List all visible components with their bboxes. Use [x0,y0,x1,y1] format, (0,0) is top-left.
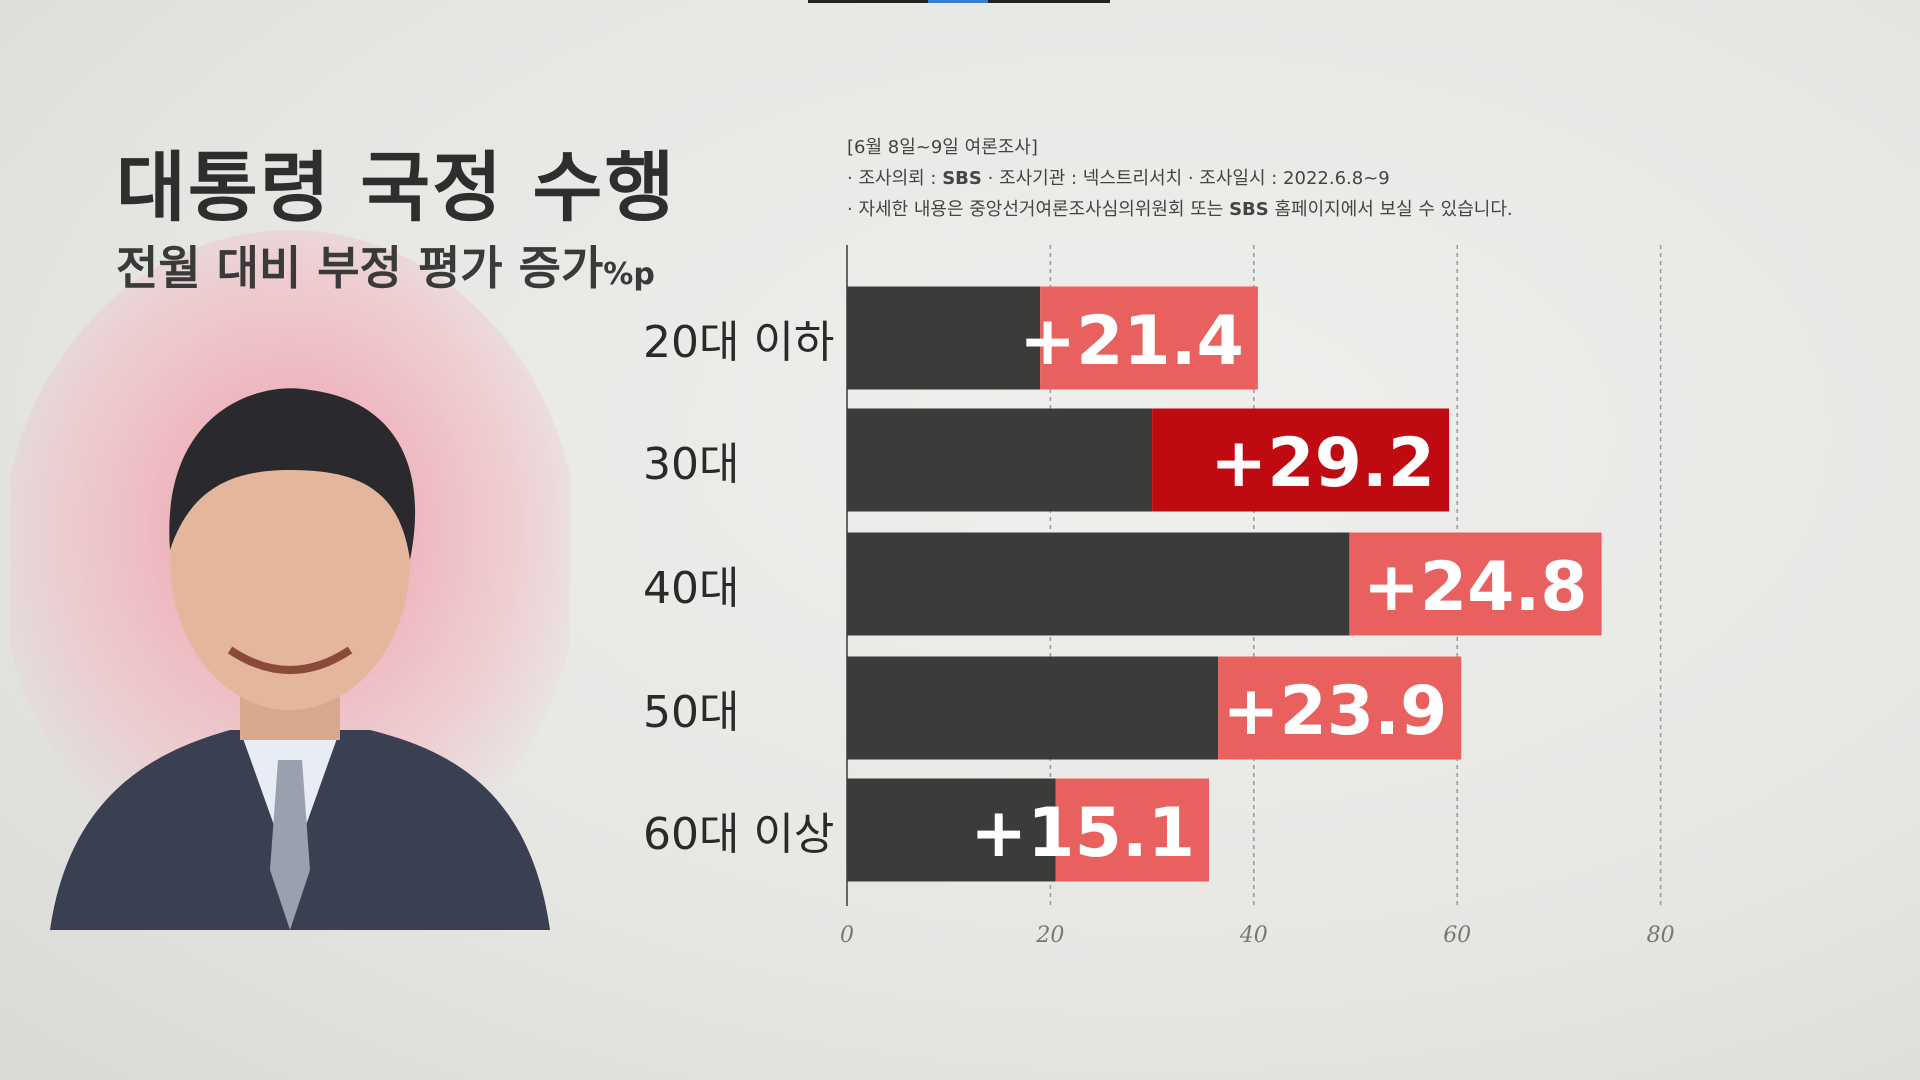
category-label: 20대 이하 [643,317,835,368]
data-label: +23.9 [1223,672,1448,751]
bar-increase [1218,656,1462,760]
video-progress-bar [808,0,1110,3]
category-label: 50대 [643,687,740,738]
bar-previous [847,656,1219,760]
x-tick-label: 60 [1443,923,1471,948]
category-label: 30대 [643,439,740,490]
bar-increase [1152,408,1450,512]
survey-notes: [6월 8일~9일 여론조사] · 조사의뢰 : SBS · 조사기관 : 넥스… [847,132,1513,225]
data-label: +15.1 [970,794,1195,873]
page-title: 대통령 국정 수행 [116,143,677,232]
survey-source-note: · 자세한 내용은 중앙선거여론조사심의위원회 또는 SBS 홈페이지에서 보실… [847,199,1513,220]
bar-previous [847,408,1153,512]
x-tick-label: 80 [1647,923,1675,948]
subtitle-unit: %p [603,257,655,292]
data-label: +29.2 [1210,424,1435,503]
x-tick-label: 40 [1239,923,1268,948]
category-label: 60대 이상 [643,809,835,860]
x-tick-label: 0 [840,923,854,948]
bar-previous [847,286,1041,390]
category-label: 40대 [643,563,740,614]
bar-increase [1349,532,1602,636]
data-label: +21.4 [1019,302,1244,381]
survey-info: · 조사의뢰 : SBS · 조사기관 : 넥스트리서치 · 조사일시 : 20… [847,168,1390,189]
data-label: +24.8 [1363,548,1588,627]
bar-increase [1055,778,1210,882]
page-subtitle: 전월 대비 부정 평가 증가%p [116,232,655,298]
subtitle-text: 전월 대비 부정 평가 증가 [116,241,604,295]
x-tick-label: 20 [1035,923,1064,948]
president-portrait [10,230,570,930]
bar-previous [847,778,1056,882]
survey-period: [6월 8일~9일 여론조사] [847,137,1038,158]
bar-increase [1040,286,1258,390]
bar-previous [847,532,1350,636]
